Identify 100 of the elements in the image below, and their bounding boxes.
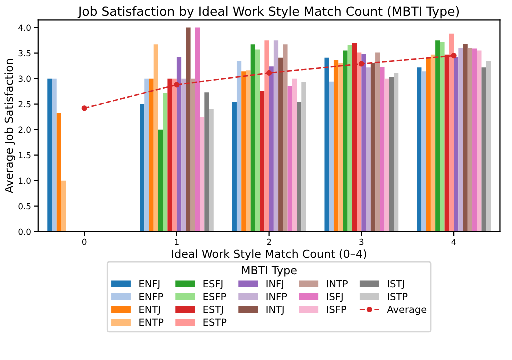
legend-title: MBTI Type [242, 266, 297, 277]
bar [186, 28, 191, 232]
x-tick-label: 1 [175, 239, 179, 246]
bar [250, 44, 256, 232]
bar [260, 91, 265, 232]
bar [209, 109, 214, 232]
legend-label: INFP [266, 293, 288, 300]
bar [242, 72, 246, 232]
bar [48, 78, 52, 232]
bar [426, 58, 431, 232]
bar [384, 78, 390, 232]
legend-label: ISFP [327, 306, 347, 314]
bar [343, 50, 348, 232]
bar [274, 40, 279, 232]
legend-label: INTP [327, 280, 348, 288]
point [451, 53, 457, 59]
bar [163, 93, 168, 232]
y-tick-label: 3.0 [18, 76, 31, 82]
legend-label: Average [387, 306, 427, 316]
bar [482, 68, 486, 232]
x-tick-label: 4 [452, 239, 456, 246]
bar [440, 42, 445, 232]
bar [236, 61, 242, 232]
legend-label: ENTJ [140, 306, 160, 316]
bar [264, 40, 270, 232]
bar [376, 52, 380, 232]
point [266, 70, 272, 76]
bar [370, 63, 376, 232]
bar [334, 60, 339, 232]
bar [154, 44, 158, 232]
x-tick-label: 3 [360, 238, 364, 246]
legend-label: ESTJ [204, 306, 224, 316]
bar [158, 130, 164, 232]
y-tick-label: 0.0 [18, 228, 31, 236]
bar [200, 117, 205, 232]
bar [477, 50, 482, 232]
bar [255, 50, 260, 232]
point [358, 61, 364, 67]
bar [190, 78, 196, 232]
point [82, 106, 88, 112]
bar [149, 78, 154, 232]
legend-label: ENFP [140, 293, 164, 300]
bar [394, 73, 399, 232]
bar [458, 48, 464, 232]
legend-label: ISTJ [388, 280, 404, 290]
bar [348, 45, 352, 232]
bar [324, 58, 330, 232]
bar [144, 78, 150, 232]
bar [140, 104, 145, 232]
bar [278, 58, 284, 232]
y-tick-label: 1.0 [19, 178, 31, 184]
x-axis-title: Ideal Work Style Match Count (0–4) [172, 250, 366, 260]
bar [182, 78, 186, 232]
legend-label: ENFJ [140, 280, 160, 290]
y-tick-label: 0.5 [18, 203, 31, 210]
bar [422, 72, 426, 232]
bar [454, 57, 459, 232]
bar [283, 44, 288, 232]
bar [329, 82, 334, 232]
bar [463, 44, 468, 232]
bar [486, 61, 491, 232]
bar [338, 64, 344, 232]
bar [195, 28, 200, 232]
bar [246, 70, 251, 232]
y-tick-label: 4.0 [18, 24, 31, 32]
legend-label: INFJ [266, 280, 284, 290]
bar [430, 54, 436, 232]
bar [380, 67, 385, 232]
point [174, 82, 180, 88]
legend-label: ISFJ [327, 293, 343, 302]
bar [302, 82, 306, 232]
y-tick-label: 2.0 [18, 126, 31, 134]
bar [288, 86, 292, 232]
bar [232, 102, 237, 232]
bar [468, 48, 473, 232]
bar [52, 78, 57, 232]
bar [472, 48, 478, 232]
bar [357, 52, 362, 232]
bar [61, 180, 66, 232]
bar [292, 78, 298, 232]
bar [436, 40, 440, 232]
bar [176, 57, 182, 232]
chart-title: Job Satisfaction by Ideal Work Style Match Count (MBTI Type) [78, 6, 460, 19]
legend-label: ESFP [204, 293, 226, 300]
bar [389, 77, 394, 232]
bar [56, 112, 62, 232]
bar [449, 34, 454, 232]
legend-label: ESFJ [204, 280, 223, 290]
x-tick-label: 0 [82, 238, 87, 246]
bar [269, 66, 274, 232]
bar [204, 92, 210, 232]
bar [362, 54, 366, 232]
y-tick-label: 1.5 [19, 152, 31, 159]
y-tick-label: 3.5 [18, 50, 31, 57]
legend-label: ISTP [388, 293, 408, 300]
bar [172, 78, 177, 232]
bar [366, 68, 371, 232]
y-tick-label: 2.5 [18, 101, 31, 108]
legend-label: ENTP [140, 318, 164, 326]
bar [297, 102, 302, 232]
